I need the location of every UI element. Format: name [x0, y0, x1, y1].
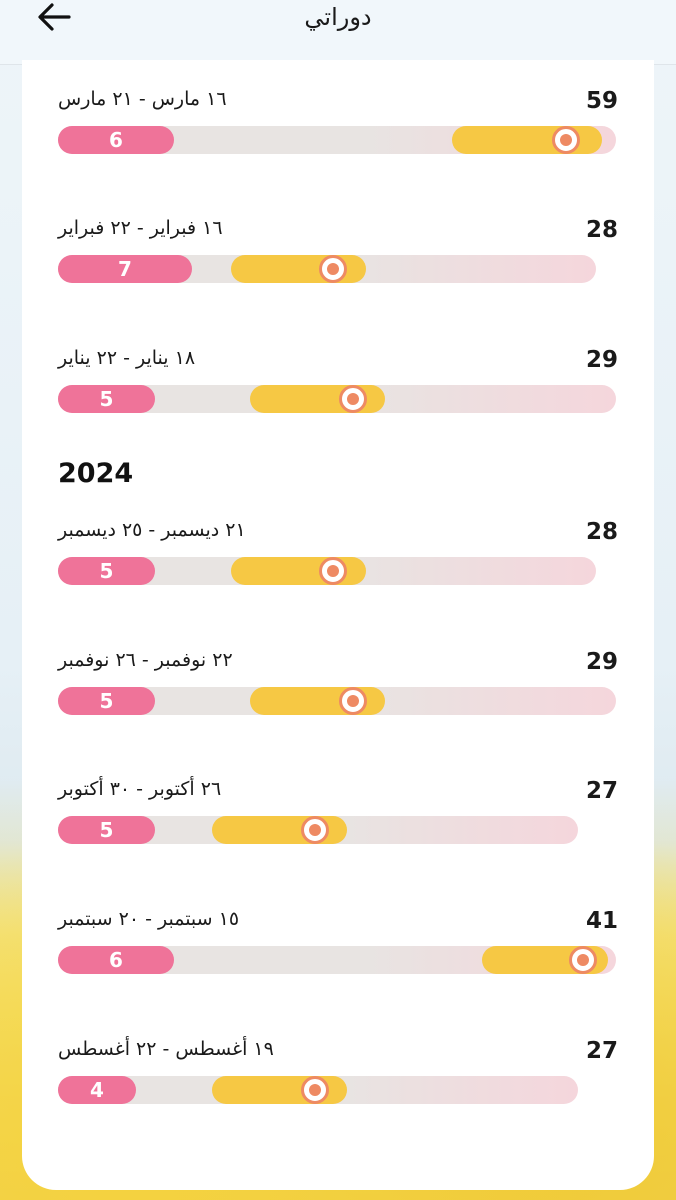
cycle-row[interactable]: 27 ٢٦ أكتوبر - ٣٠ أكتوبر 5 [22, 778, 654, 878]
cycle-length: 29 [585, 347, 618, 373]
cycle-row[interactable]: 28 ١٦ فبراير - ٢٢ فبراير 7 [22, 217, 654, 317]
cycles-list: 59 ١٦ مارس - ٢١ مارس 6 28 ١٦ فبراير - ٢٢… [22, 60, 654, 1190]
period-days-pill: 6 [58, 126, 174, 154]
cycle-dates: ٢١ ديسمبر - ٢٥ ديسمبر [58, 519, 246, 541]
period-days-pill: 7 [58, 255, 192, 283]
cycle-row[interactable]: 28 ٢١ ديسمبر - ٢٥ ديسمبر 5 [22, 519, 654, 619]
cycle-dates: ١٩ أغسطس - ٢٢ أغسطس [58, 1038, 274, 1060]
cycle-row[interactable]: 29 ١٨ يناير - ٢٢ يناير 5 [22, 347, 654, 447]
cycle-dates: ١٥ سبتمبر - ٢٠ سبتمبر [58, 908, 240, 930]
cycle-dates: ٢٢ نوفمبر - ٢٦ نوفمبر [58, 649, 233, 671]
period-days-pill: 5 [58, 816, 155, 844]
period-days-pill: 5 [58, 557, 155, 585]
ovulation-marker-icon [301, 816, 329, 844]
ovulation-marker-icon [319, 557, 347, 585]
back-button[interactable] [32, 0, 76, 34]
cycle-length: 28 [585, 519, 618, 545]
cycle-row[interactable]: 41 ١٥ سبتمبر - ٢٠ سبتمبر 6 [22, 908, 654, 1008]
year-heading: 2024 [58, 458, 134, 489]
arrow-left-icon [38, 3, 71, 31]
app-header: دوراتي [0, 0, 676, 65]
ovulation-marker-icon [339, 385, 367, 413]
cycle-length: 29 [585, 649, 618, 675]
period-days-pill: 5 [58, 385, 155, 413]
ovulation-marker-icon [301, 1076, 329, 1104]
page-title: دوراتي [304, 3, 372, 31]
cycle-length: 27 [585, 778, 618, 804]
ovulation-marker-icon [569, 946, 597, 974]
cycle-length: 28 [585, 217, 618, 243]
cycle-row[interactable]: 29 ٢٢ نوفمبر - ٢٦ نوفمبر 5 [22, 649, 654, 749]
cycle-length: 41 [585, 908, 618, 934]
cycle-row[interactable]: 59 ١٦ مارس - ٢١ مارس 6 [22, 88, 654, 188]
cycle-dates: ٢٦ أكتوبر - ٣٠ أكتوبر [58, 778, 222, 800]
ovulation-marker-icon [319, 255, 347, 283]
period-days-pill: 4 [58, 1076, 136, 1104]
period-days-pill: 5 [58, 687, 155, 715]
cycle-length: 59 [585, 88, 618, 114]
cycle-length: 27 [585, 1038, 618, 1064]
ovulation-marker-icon [339, 687, 367, 715]
cycle-dates: ١٦ مارس - ٢١ مارس [58, 88, 227, 110]
cycle-dates: ١٦ فبراير - ٢٢ فبراير [58, 217, 223, 239]
period-days-pill: 6 [58, 946, 174, 974]
cycle-dates: ١٨ يناير - ٢٢ يناير [58, 347, 196, 369]
cycle-row[interactable]: 27 ١٩ أغسطس - ٢٢ أغسطس 4 [22, 1038, 654, 1138]
ovulation-marker-icon [552, 126, 580, 154]
